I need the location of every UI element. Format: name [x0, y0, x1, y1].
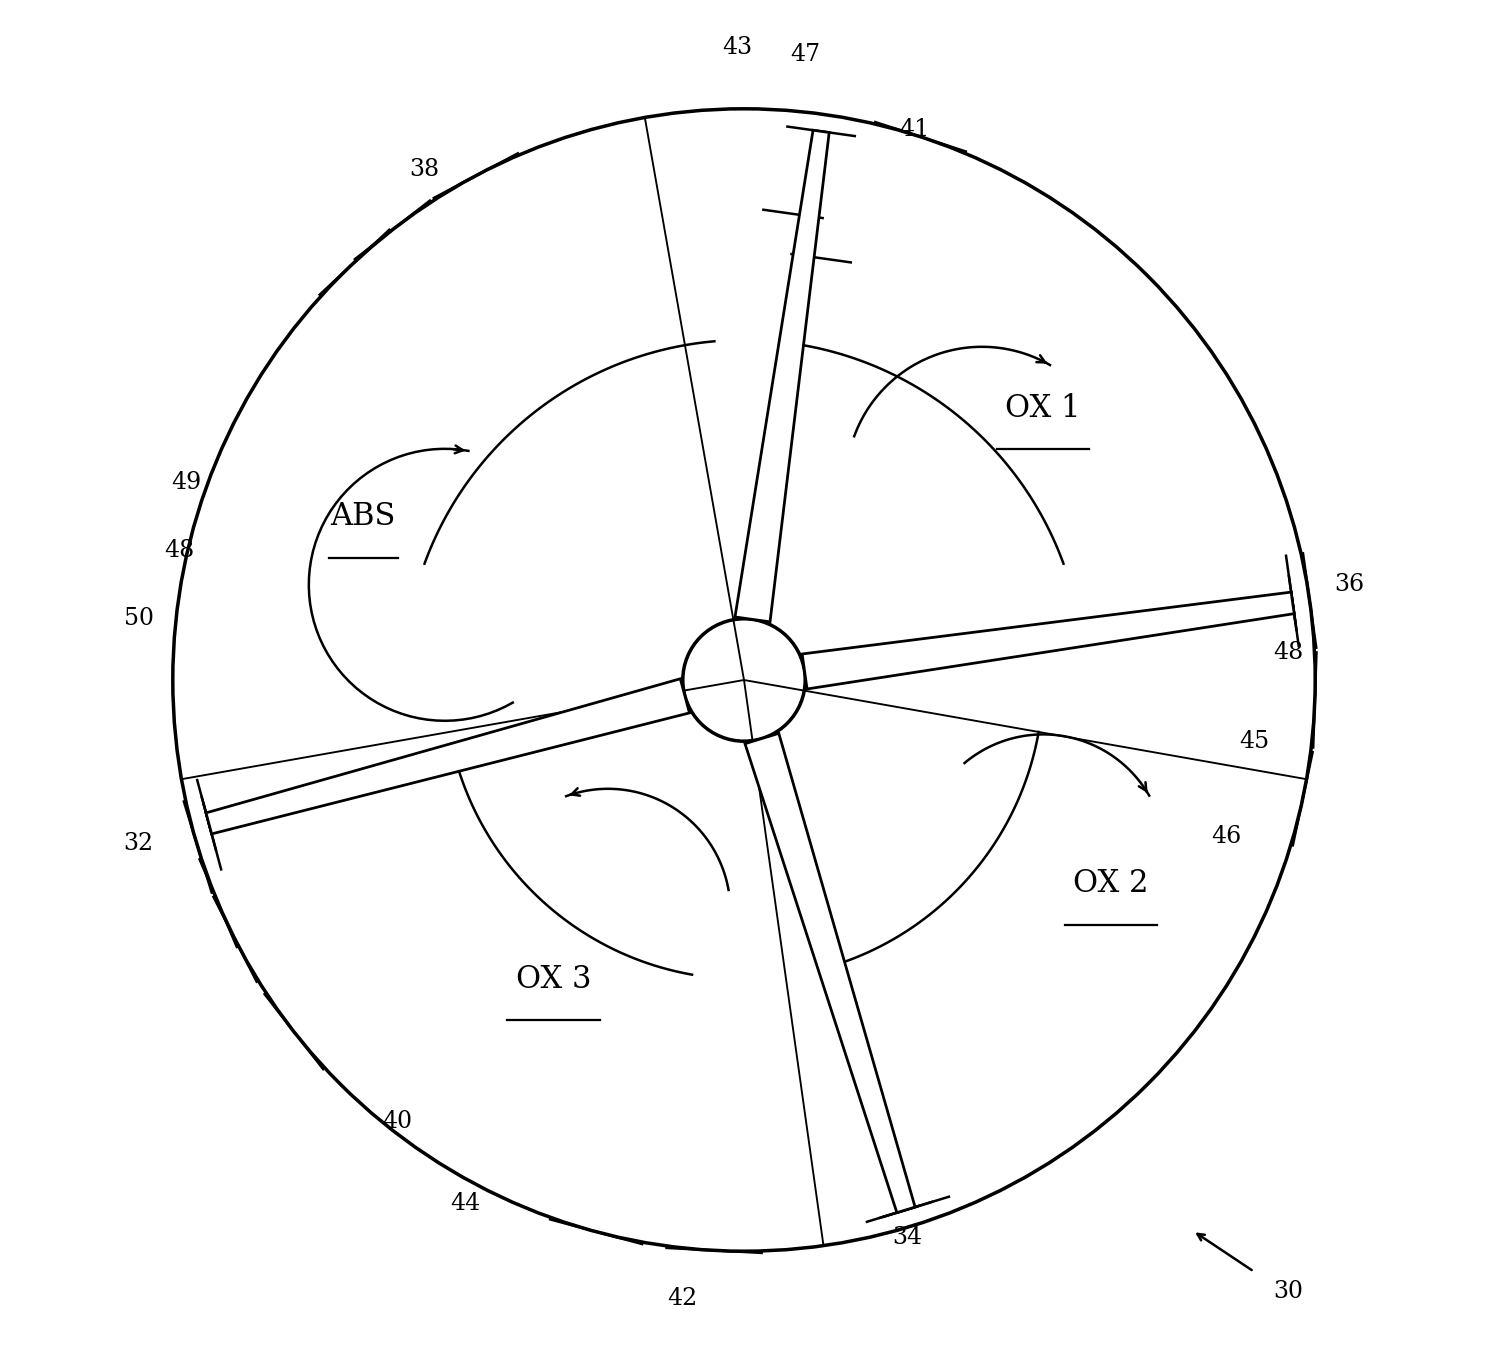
Text: 48: 48 [1272, 642, 1303, 664]
Text: 41: 41 [899, 118, 929, 140]
Text: 46: 46 [1211, 826, 1242, 847]
Text: OX 1: OX 1 [1006, 393, 1080, 423]
Text: OX 2: OX 2 [1073, 869, 1149, 899]
Text: 42: 42 [668, 1288, 698, 1310]
Text: 40: 40 [382, 1111, 412, 1133]
Text: 32: 32 [124, 832, 153, 854]
Text: 44: 44 [449, 1193, 481, 1214]
Polygon shape [735, 131, 829, 622]
Text: 36: 36 [1335, 574, 1364, 596]
Text: 34: 34 [893, 1227, 923, 1248]
Text: 45: 45 [1240, 730, 1269, 752]
Polygon shape [205, 679, 689, 834]
Text: 48: 48 [165, 540, 195, 562]
Text: 38: 38 [409, 159, 439, 181]
Text: OX 3: OX 3 [516, 964, 591, 994]
Text: 50: 50 [124, 608, 153, 630]
Text: ABS: ABS [330, 502, 396, 532]
Text: 43: 43 [722, 37, 753, 58]
Text: 30: 30 [1274, 1281, 1303, 1303]
Circle shape [683, 619, 805, 741]
Text: 47: 47 [790, 44, 820, 65]
Polygon shape [802, 592, 1295, 690]
Text: 49: 49 [171, 472, 201, 494]
Polygon shape [745, 733, 915, 1213]
